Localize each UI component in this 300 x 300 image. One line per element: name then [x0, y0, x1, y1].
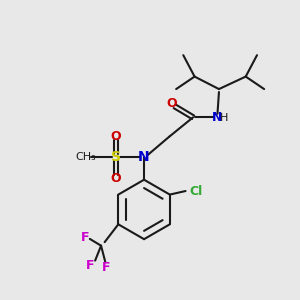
Text: O: O [110, 172, 121, 185]
Text: CH₃: CH₃ [76, 152, 97, 162]
Text: F: F [102, 261, 111, 274]
Text: N: N [138, 150, 150, 164]
Text: O: O [110, 130, 121, 142]
Text: H: H [220, 113, 229, 124]
Text: Cl: Cl [189, 184, 202, 197]
Text: N: N [212, 111, 223, 124]
Text: F: F [81, 231, 90, 244]
Text: F: F [85, 260, 94, 272]
Text: S: S [111, 150, 121, 164]
Text: O: O [167, 98, 177, 110]
